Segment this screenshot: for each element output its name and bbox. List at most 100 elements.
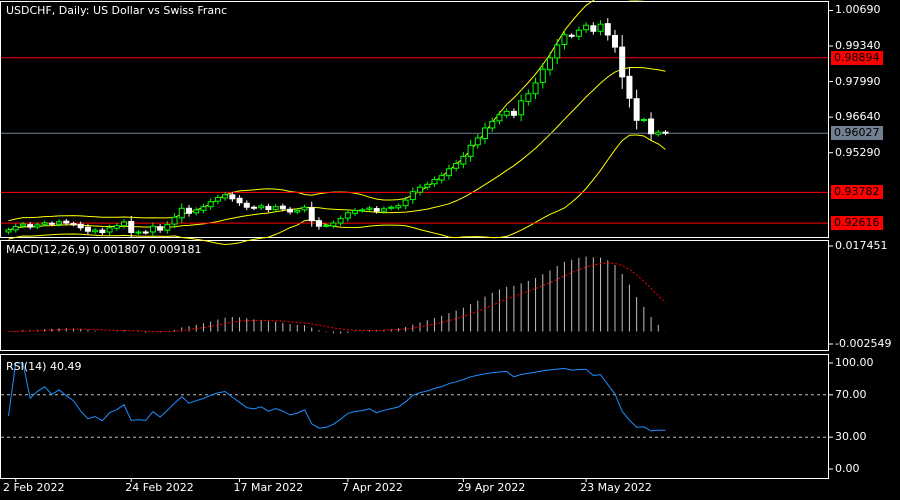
candle-body [633, 98, 640, 121]
time-axis-label: 29 Apr 2022 [457, 481, 526, 494]
candle-body [323, 224, 330, 227]
candle-body [366, 207, 373, 210]
candle-body [315, 220, 322, 227]
candle-body [337, 218, 344, 224]
candle-body [431, 179, 438, 185]
macd-axis-label: -0.002549 [835, 337, 892, 350]
candle-body [388, 206, 395, 209]
candle-body [359, 209, 366, 212]
candle-body [207, 201, 214, 208]
candle-body [19, 223, 26, 227]
rsi-axis-label: 0.00 [835, 462, 860, 475]
candle-body [640, 119, 647, 122]
candle-body [626, 75, 633, 99]
candle-body [482, 127, 489, 139]
candle-body [308, 207, 315, 222]
candle-body [77, 223, 84, 229]
candle-body [236, 197, 243, 204]
price-axis-label: 1.00690 [835, 3, 881, 17]
candle-body [34, 224, 41, 228]
bid-price-tag: 0.96027 [831, 126, 883, 141]
price-chart-title: USDCHF, Daily: US Dollar vs Swiss Franc [6, 4, 228, 17]
candle-body [56, 221, 63, 225]
candle-body [243, 202, 250, 208]
candle-body [84, 226, 91, 232]
candle-body [164, 224, 171, 231]
candle-body [611, 35, 618, 48]
candle-body [149, 225, 156, 233]
candle-body [41, 222, 48, 225]
candle-body [330, 222, 337, 227]
candle-body [294, 209, 301, 213]
candle-body [554, 44, 561, 59]
time-axis-label: 24 Feb 2022 [125, 481, 194, 494]
candle-body [373, 208, 380, 212]
price-level-tag: 0.98894 [831, 50, 883, 65]
macd-histogram [15, 256, 667, 334]
candle-body [279, 205, 286, 210]
candle-body [200, 206, 207, 211]
candle-body [518, 100, 525, 116]
rsi-axis-label: 70.00 [835, 387, 867, 401]
candle-body [352, 210, 359, 214]
candle-body [380, 208, 387, 212]
candle-body [186, 207, 192, 214]
candle-body [272, 206, 279, 211]
candle-body [467, 144, 474, 157]
candle-body [597, 23, 604, 32]
candle-body [171, 216, 178, 225]
candle-body [460, 155, 467, 165]
candle-body [135, 231, 142, 234]
macd-signal-line [8, 262, 666, 332]
candle-body [395, 205, 402, 209]
candle-body [99, 229, 106, 234]
candle-body [402, 199, 409, 207]
macd-indicator-title: MACD(12,26,9) 0.001807 0.009181 [6, 243, 202, 256]
candle-body [12, 225, 19, 231]
candle-body [619, 46, 626, 78]
rsi-axis-label: 30.00 [835, 430, 867, 444]
candle-body [648, 118, 655, 135]
candle-body [525, 93, 532, 102]
bollinger-lower-band [8, 134, 666, 246]
candle-body [539, 68, 546, 83]
candle-body [496, 114, 503, 122]
candle-body [417, 186, 424, 193]
candle-body [438, 175, 445, 181]
candle-body [92, 229, 99, 233]
rsi-indicator-title: RSI(14) 40.49 [6, 360, 82, 373]
candle-body [142, 231, 149, 234]
candlesticks [5, 18, 669, 238]
price-level-tag: 0.93782 [831, 185, 883, 200]
rsi-panel-frame [0, 354, 829, 479]
candle-body [655, 131, 662, 135]
candle-body [445, 168, 452, 177]
candle-body [561, 34, 568, 45]
candle-body [193, 209, 200, 214]
candle-body [568, 34, 575, 37]
candle-body [157, 226, 164, 231]
price-axis-label: 0.96640 [835, 110, 881, 124]
time-axis-label: 17 Mar 2022 [233, 481, 304, 494]
time-axis-label: 2 Feb 2022 [3, 481, 65, 494]
candle-body [250, 206, 257, 209]
candle-body [510, 110, 517, 116]
macd-panel-frame [0, 240, 829, 351]
candle-body [409, 191, 416, 201]
candle-body [128, 220, 135, 234]
candle-body [113, 225, 120, 229]
macd-axis-label: 0.017451 [835, 239, 888, 252]
candle-body [258, 205, 265, 209]
candle-body [489, 120, 496, 129]
candle-body [503, 110, 510, 116]
candle-body [70, 223, 77, 226]
candle-body [547, 57, 553, 71]
price-axis-label: 0.97990 [835, 74, 881, 88]
candle-body [604, 23, 611, 36]
candle-body [474, 137, 481, 146]
candle-body [590, 25, 597, 32]
bollinger-upper-band [8, 0, 645, 222]
candle-body [229, 194, 236, 200]
